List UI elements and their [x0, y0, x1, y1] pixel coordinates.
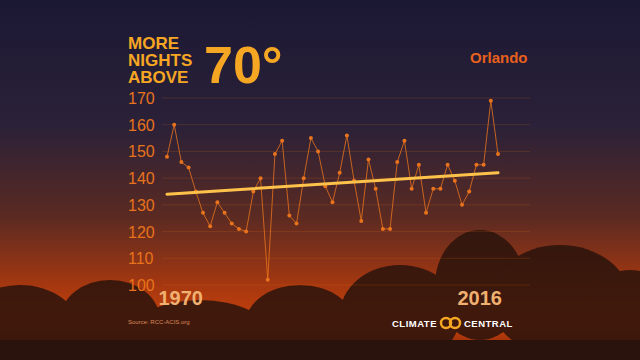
data-point: [208, 224, 212, 228]
grid-line: [162, 124, 530, 125]
data-point: [316, 149, 320, 153]
title-word: 70°: [204, 36, 283, 94]
data-point: [215, 200, 219, 204]
trend-line: [167, 173, 498, 194]
data-point: [309, 136, 313, 140]
grid-line: [162, 98, 530, 99]
source: Source: RCC-ACIS.org: [128, 319, 190, 325]
data-point: [438, 187, 442, 191]
credit-text: CLIMATE: [392, 318, 437, 329]
data-point: [381, 227, 385, 231]
data-point: [496, 152, 500, 156]
data-point: [302, 176, 306, 180]
plot-area: [165, 99, 500, 282]
data-point: [402, 139, 406, 143]
grid-line: [162, 204, 530, 205]
data-point: [446, 163, 450, 167]
grid-line: [162, 258, 530, 259]
y-tick-label: 110: [128, 250, 154, 267]
data-point: [237, 227, 241, 231]
y-tick-label: 170: [128, 90, 155, 107]
data-point: [295, 222, 299, 226]
data-point: [230, 222, 234, 226]
data-point: [388, 227, 392, 231]
data-point: [417, 163, 421, 167]
data-point: [165, 155, 169, 159]
data-point: [453, 179, 457, 183]
data-point: [474, 163, 478, 167]
data-point: [223, 211, 227, 215]
logo-ring: [450, 318, 460, 328]
data-point: [179, 160, 183, 164]
title: MORENIGHTSABOVE70°: [128, 34, 283, 94]
data-point: [172, 123, 176, 127]
data-point: [273, 152, 277, 156]
data-point: [460, 203, 464, 207]
x-tick-label: 2016: [458, 287, 503, 309]
data-point: [187, 165, 191, 169]
data-point: [482, 163, 486, 167]
data-point: [345, 133, 349, 137]
y-tick-label: 140: [128, 170, 155, 187]
ground: [0, 340, 640, 360]
data-point: [374, 187, 378, 191]
y-tick-label: 130: [128, 197, 155, 214]
data-line: [167, 101, 498, 280]
data-point: [489, 99, 493, 103]
data-point: [201, 211, 205, 215]
credit-text: CENTRAL: [464, 318, 513, 329]
data-point: [259, 176, 263, 180]
tree-silhouettes: [0, 230, 640, 360]
data-point: [359, 219, 363, 223]
grid-line: [162, 231, 530, 232]
y-tick-label: 120: [128, 224, 155, 241]
y-tick-label: 100: [128, 277, 155, 294]
data-point: [431, 187, 435, 191]
data-point: [280, 139, 284, 143]
chart-svg: MORENIGHTSABOVE70°Orlando100110120130140…: [0, 0, 640, 360]
grid-line: [162, 178, 530, 179]
data-point: [287, 214, 291, 218]
data-point: [424, 211, 428, 215]
chart-root: MORENIGHTSABOVE70°Orlando100110120130140…: [0, 0, 640, 360]
title-word: ABOVE: [128, 68, 188, 87]
subtitle: Orlando: [470, 49, 528, 66]
x-tick-label: 1970: [159, 287, 204, 309]
data-point: [244, 230, 248, 234]
data-point: [467, 190, 471, 194]
data-point: [366, 157, 370, 161]
data-point: [338, 171, 342, 175]
data-point: [266, 278, 270, 282]
grid-line: [162, 285, 530, 286]
credit-logo: CLIMATE CENTRAL: [392, 318, 513, 329]
y-tick-label: 160: [128, 117, 155, 134]
data-point: [395, 160, 399, 164]
y-tick-label: 150: [128, 143, 155, 160]
data-point: [331, 200, 335, 204]
grid-line: [162, 151, 530, 152]
data-point: [410, 187, 414, 191]
